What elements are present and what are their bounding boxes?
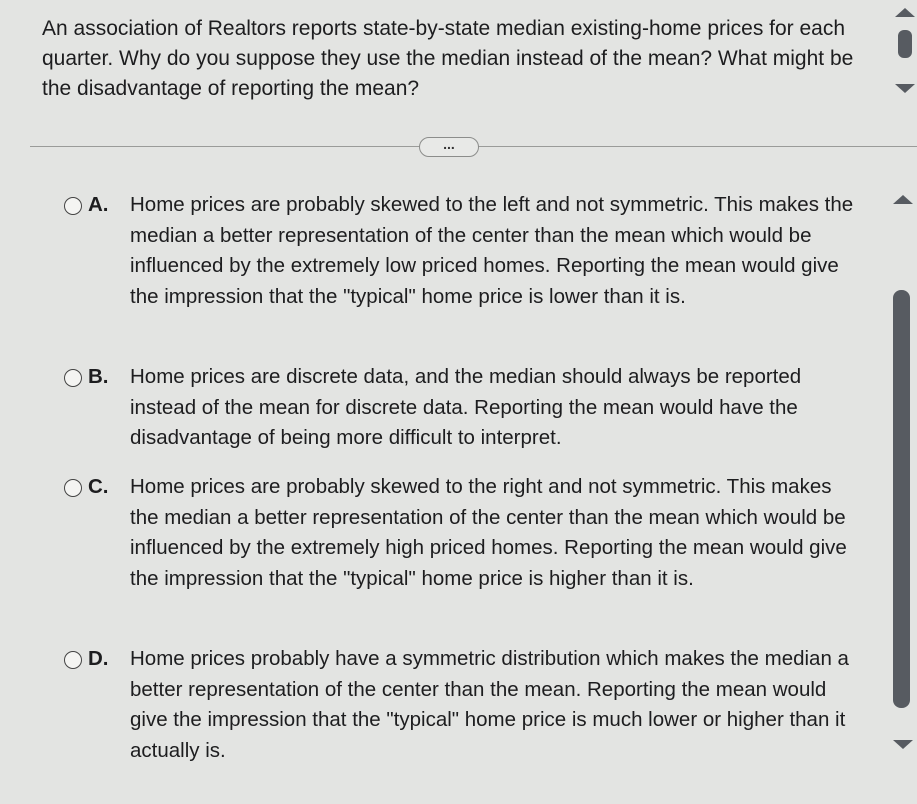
- option-a[interactable]: A. Home prices are probably skewed to th…: [64, 190, 854, 312]
- radio-d[interactable]: [64, 651, 82, 669]
- question-scrollbar-thumb[interactable]: [898, 30, 912, 58]
- question-scroll-up-icon[interactable]: [895, 8, 915, 17]
- option-text: Home prices are discrete data, and the m…: [130, 365, 802, 449]
- option-letter: A.: [88, 193, 109, 216]
- option-letter: B.: [88, 365, 109, 388]
- option-text: Home prices are probably skewed to the r…: [130, 475, 847, 590]
- radio-b[interactable]: [64, 369, 82, 387]
- radio-c[interactable]: [64, 479, 82, 497]
- option-letter: C.: [88, 475, 109, 498]
- option-text: Home prices are probably skewed to the l…: [130, 193, 854, 308]
- question-scroll-down-icon[interactable]: [895, 84, 915, 93]
- answers-scroll-down-icon[interactable]: [893, 740, 913, 749]
- option-d[interactable]: D. Home prices probably have a symmetric…: [64, 644, 854, 766]
- question-text: An association of Realtors reports state…: [42, 17, 854, 100]
- option-b[interactable]: B. Home prices are discrete data, and th…: [64, 362, 854, 454]
- option-text: Home prices probably have a symmetric di…: [130, 647, 849, 762]
- answers-scrollbar-thumb[interactable]: [893, 290, 910, 708]
- option-c[interactable]: C. Home prices are probably skewed to th…: [64, 472, 854, 594]
- answers-scroll-up-icon[interactable]: [893, 195, 913, 204]
- more-button[interactable]: ...: [419, 137, 479, 157]
- option-letter: D.: [88, 647, 109, 670]
- radio-a[interactable]: [64, 197, 82, 215]
